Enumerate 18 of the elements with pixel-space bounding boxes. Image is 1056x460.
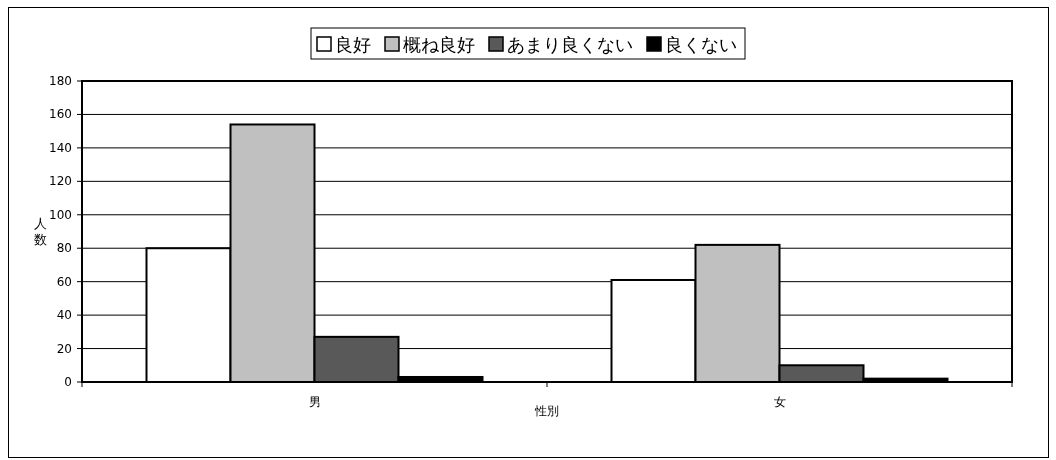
legend-label: 良くない bbox=[665, 34, 737, 55]
y-tick-label: 80 bbox=[56, 241, 72, 256]
y-tick-label: 160 bbox=[49, 107, 72, 122]
y-tick-label: 40 bbox=[56, 308, 72, 323]
y-tick-label: 20 bbox=[56, 341, 72, 356]
legend-label: あまり良くない bbox=[507, 34, 633, 55]
x-tick-label: 女 bbox=[773, 395, 786, 409]
y-tick-label: 180 bbox=[49, 74, 72, 88]
y-tick-label: 100 bbox=[49, 207, 72, 222]
legend-label: 概ね良好 bbox=[403, 34, 475, 55]
y-tick-label: 60 bbox=[56, 274, 72, 289]
x-tick-label: 男 bbox=[308, 395, 321, 409]
legend-label: 良好 bbox=[335, 34, 371, 55]
y-tick-label: 120 bbox=[49, 174, 72, 189]
x-axis-title: 性別 bbox=[534, 404, 559, 418]
y-axis-title: 人数 bbox=[33, 215, 47, 247]
y-tick-label: 0 bbox=[64, 375, 72, 389]
y-tick-label: 140 bbox=[49, 140, 72, 155]
